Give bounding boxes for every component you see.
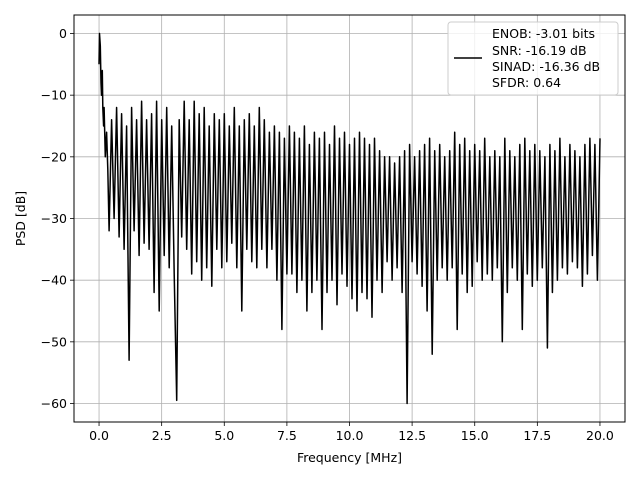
psd-series [98,32,601,405]
x-tick-label: 17.5 [523,428,551,443]
legend-entry-sfdr: SFDR: 0.64 [492,75,561,90]
psd-line [98,32,601,405]
legend-box [447,21,619,96]
x-tick-label: 12.5 [398,428,426,443]
x-tick-label: 20.0 [586,428,614,443]
y-tick-label: −10 [41,88,67,103]
x-tick-label: 15.0 [461,428,489,443]
x-tick-label: 5.0 [214,428,234,443]
legend-entry-sinad: SINAD: -16.36 dB [492,59,600,74]
legend: ENOB: -3.01 bits SNR: -16.19 dB SINAD: -… [447,21,619,96]
y-tick-label: −40 [41,273,67,288]
legend-entry-snr: SNR: -16.19 dB [492,43,587,58]
x-ticks: 0.0 2.5 5.0 7.5 10.0 12.5 15.0 17.5 20.0 [89,422,614,443]
x-tick-label: 7.5 [277,428,297,443]
y-ticks: 0 −10 −20 −30 −40 −50 −60 [41,26,74,411]
x-tick-label: 2.5 [152,428,172,443]
y-tick-label: −50 [41,334,67,349]
legend-entry-enob: ENOB: -3.01 bits [492,26,595,41]
y-axis-label: PSD [dB] [13,191,28,246]
y-tick-label: −60 [41,396,67,411]
x-tick-label: 10.0 [336,428,364,443]
x-tick-label: 0.0 [89,428,109,443]
x-axis-label: Frequency [MHz] [297,450,402,465]
y-tick-label: 0 [59,26,67,41]
y-tick-label: −20 [41,149,67,164]
y-tick-label: −30 [41,211,67,226]
